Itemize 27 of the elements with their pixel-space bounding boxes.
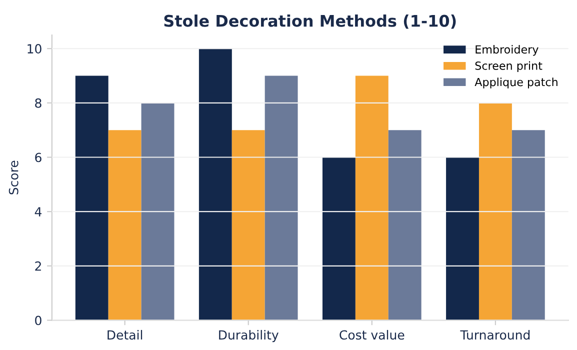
- x-tick-label: Durability: [219, 330, 278, 342]
- y-tick-label: 10: [28, 44, 42, 54]
- y-tick-label: 2: [35, 261, 41, 271]
- bar: [264, 76, 298, 320]
- bar: [478, 102, 512, 320]
- bar: [108, 130, 142, 320]
- bar: [446, 157, 479, 320]
- bar: [75, 76, 108, 320]
- chart-title: Stole Decoration Methods (1-10): [164, 14, 456, 29]
- y-tick-label: 8: [35, 98, 42, 108]
- legend-label: Applique patch: [474, 78, 558, 88]
- x-tick-label: Cost value: [340, 330, 404, 340]
- y-tick-label: 4: [34, 207, 42, 216]
- bar: [355, 76, 388, 320]
- bar: [198, 48, 232, 320]
- y-axis-title: Score: [8, 160, 18, 194]
- bar: [232, 130, 265, 320]
- x-tick-label: Detail: [108, 330, 142, 340]
- x-tick-label: Turnaround: [460, 330, 530, 340]
- legend-label: Embroidery: [476, 45, 538, 56]
- bar: [512, 130, 545, 320]
- bar: [388, 130, 422, 320]
- y-tick-label: 6: [35, 152, 42, 162]
- bar: [141, 102, 174, 320]
- legend-label: Screen print: [475, 61, 542, 72]
- y-tick-label: 0: [35, 316, 42, 326]
- bar: [322, 157, 356, 320]
